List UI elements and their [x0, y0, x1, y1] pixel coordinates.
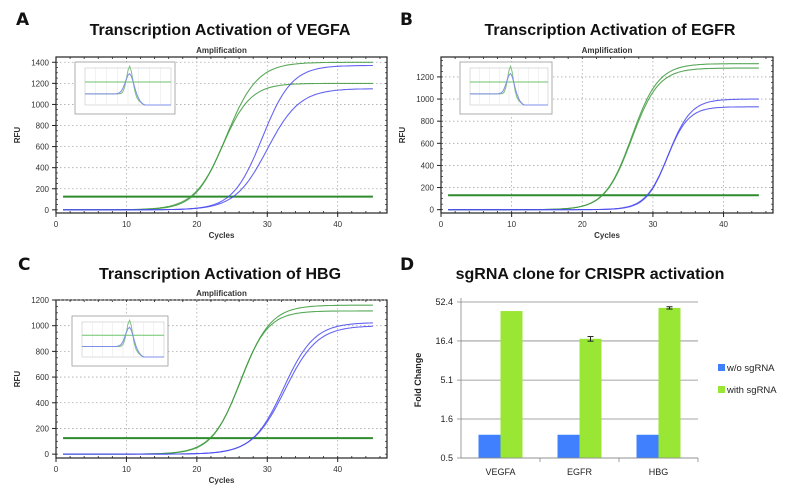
- inset-peak-without-sgrna: [470, 72, 548, 106]
- y-tick-label: 1000: [31, 100, 49, 109]
- y-tick-label: 600: [36, 143, 50, 152]
- y-tick-label: 400: [36, 164, 50, 173]
- y-tick-label: 1200: [31, 296, 49, 305]
- y-tick-label: 800: [421, 117, 435, 126]
- category-label-vegfa: VEGFA: [485, 467, 515, 477]
- chart-subtitle: Amplification: [196, 46, 247, 55]
- panel-letter-c: C: [18, 255, 31, 275]
- x-tick-label: 10: [507, 220, 516, 229]
- panel-title-a: Transcription Activation of VEGFA: [89, 22, 351, 39]
- y-tick-label: 800: [36, 347, 50, 356]
- y-tick-label: 0.5: [440, 453, 453, 463]
- melt-peak-inset: [74, 61, 176, 115]
- category-label-hbg: HBG: [649, 467, 669, 477]
- legend-label-without-sgrna: w/o sgRNA: [726, 363, 775, 374]
- y-tick-label: 16.4: [435, 336, 453, 346]
- y-tick-label: 600: [36, 373, 50, 382]
- x-axis-label: Cycles: [209, 476, 235, 485]
- curve-without-sgrna: [63, 325, 373, 455]
- x-tick-label: 40: [719, 220, 728, 229]
- melt-peak-inset: [71, 315, 169, 367]
- y-tick-label: 0: [45, 206, 50, 215]
- x-tick-label: 0: [439, 220, 444, 229]
- y-tick-label: 1200: [31, 79, 49, 88]
- inset-peak-without-sgrna: [82, 326, 164, 358]
- y-tick-label: 1000: [416, 95, 434, 104]
- y-tick-label: 1200: [416, 73, 434, 82]
- x-tick-label: 40: [333, 220, 342, 229]
- x-tick-label: 10: [122, 220, 131, 229]
- x-tick-label: 0: [54, 220, 59, 229]
- bar-hbg-without-sgrna: [636, 434, 659, 458]
- plot-frame: [55, 299, 388, 459]
- curve-without-sgrna: [63, 88, 373, 211]
- x-axis-label: Cycles: [209, 231, 235, 240]
- bar-egfr-without-sgrna: [557, 434, 580, 458]
- bar-hbg-with-sgrna: [658, 307, 681, 458]
- chart-subtitle: Amplification: [582, 46, 633, 55]
- legend-swatch-without-sgrna: [718, 364, 725, 371]
- x-tick-label: 0: [54, 465, 59, 474]
- y-axis-label: RFU: [13, 371, 22, 388]
- y-tick-label: 1.6: [440, 414, 453, 424]
- panel-title-c: Transcription Activation of HBG: [98, 266, 342, 283]
- y-tick-label: 800: [36, 122, 50, 131]
- y-tick-label: 400: [421, 161, 435, 170]
- y-tick-label: 1400: [31, 58, 49, 67]
- y-axis-label: RFU: [13, 127, 22, 144]
- inset-peak-without-sgrna: [85, 72, 171, 106]
- x-tick-label: 30: [648, 220, 657, 229]
- bar-vegfa-with-sgrna: [500, 311, 523, 458]
- x-tick-label: 10: [122, 465, 131, 474]
- panel-letter-d: D: [400, 255, 415, 275]
- legend: w/o sgRNA with sgRNA: [718, 363, 777, 396]
- x-tick-label: 30: [263, 220, 272, 229]
- chart-subtitle: Amplification: [196, 289, 247, 298]
- y-tick-label: 200: [421, 184, 435, 193]
- panel-title-b: Transcription Activation of EGFR: [484, 22, 736, 39]
- y-tick-label: 400: [36, 399, 50, 408]
- y-tick-label: 52.4: [435, 297, 453, 307]
- legend-swatch-with-sgrna: [718, 386, 725, 393]
- legend-label-with-sgrna: with sgRNA: [726, 385, 777, 396]
- y-tick-label: 0: [430, 206, 435, 215]
- bar-egfr-with-sgrna: [579, 338, 602, 458]
- x-tick-label: 20: [578, 220, 587, 229]
- inset-frame: [71, 315, 169, 367]
- category-label-egfr: EGFR: [567, 467, 593, 477]
- y-tick-label: 600: [421, 139, 435, 148]
- melt-peak-inset: [459, 61, 553, 115]
- panel-letter-b: B: [400, 10, 413, 30]
- curve-without-sgrna: [448, 106, 759, 211]
- y-tick-label: 0: [45, 450, 50, 459]
- inset-frame: [74, 61, 176, 115]
- y-tick-label: 200: [36, 185, 50, 194]
- fold-change-chart: 0.5 1.6 5.1 16.4 52.4 VEGFA EGFR HBG Fold Change…: [413, 297, 777, 477]
- y-axis-label: RFU: [398, 127, 407, 144]
- bar-vegfa-without-sgrna: [478, 434, 501, 458]
- y-tick-label: 1000: [31, 322, 49, 331]
- x-tick-label: 30: [263, 465, 272, 474]
- y-tick-label: 5.1: [440, 375, 453, 385]
- panel-title-d: sgRNA clone for CRISPR activation: [455, 266, 725, 283]
- x-tick-label: 40: [333, 465, 342, 474]
- x-tick-label: 20: [192, 465, 201, 474]
- panel-letter-a: A: [16, 10, 30, 30]
- y-tick-label: 200: [36, 424, 50, 433]
- x-axis-label: Cycles: [594, 231, 620, 240]
- x-tick-label: 20: [192, 220, 201, 229]
- y-axis-label: Fold Change: [413, 353, 423, 408]
